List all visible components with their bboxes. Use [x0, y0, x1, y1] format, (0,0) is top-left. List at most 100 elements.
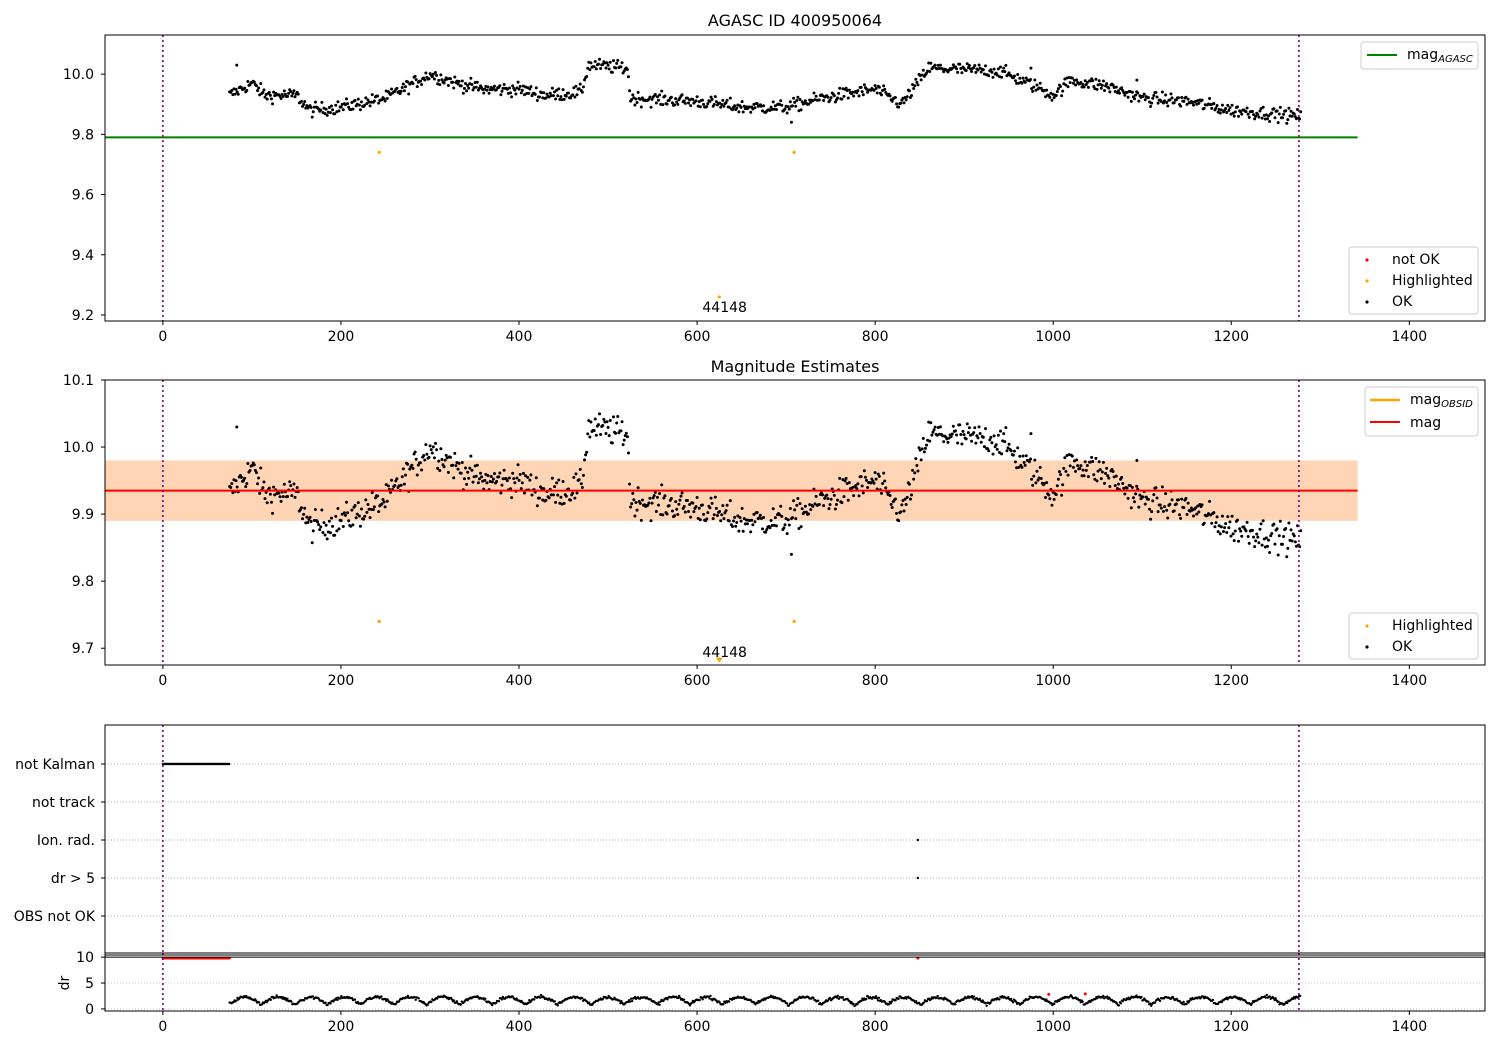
ok-point [1250, 528, 1254, 532]
ok-point [749, 110, 753, 114]
ok-point [575, 93, 579, 97]
ok-point [1155, 496, 1159, 500]
ok-point [719, 105, 723, 109]
ok-point [1259, 107, 1263, 111]
ok-point [955, 433, 959, 437]
ok-point [309, 519, 313, 523]
ok-point [1086, 85, 1090, 89]
ok-point [1273, 116, 1277, 120]
ok-point [1097, 460, 1101, 464]
ok-point [578, 82, 582, 86]
ok-point [442, 465, 446, 469]
ok-point [1200, 503, 1204, 507]
ok-point [279, 97, 283, 101]
ok-point [787, 107, 791, 111]
ok-point [938, 63, 942, 67]
ok-point [921, 68, 925, 72]
ok-point [740, 506, 744, 510]
ok-point [327, 519, 331, 523]
ok-point [953, 429, 957, 433]
ok-point [800, 507, 804, 511]
ok-point [1202, 521, 1206, 525]
ok-point [1085, 464, 1089, 468]
ok-point [624, 431, 628, 435]
ok-point [1194, 506, 1198, 510]
dr-point [452, 999, 456, 1002]
ok-point [583, 458, 587, 462]
ok-point [414, 457, 418, 461]
ok-point [800, 100, 804, 104]
dr-point [817, 999, 820, 1002]
ok-point [1136, 91, 1140, 95]
ok-point [782, 526, 786, 530]
dr-point [698, 998, 701, 1002]
p4-ytick-label: 0 [85, 1002, 94, 1018]
ok-point [1086, 475, 1090, 479]
ok-point [1277, 112, 1281, 116]
p1-ytick-label: 9.6 [72, 188, 94, 204]
ok-point [1196, 504, 1200, 508]
ok-point [610, 441, 614, 445]
ok-point [1081, 82, 1085, 86]
ok-point [235, 485, 239, 489]
ok-point [1024, 454, 1028, 458]
ok-point [488, 88, 492, 92]
ok-point [453, 451, 457, 455]
ok-point [430, 451, 434, 455]
ok-point [1226, 103, 1230, 107]
ok-point [589, 61, 593, 65]
ok-point [722, 517, 726, 521]
ok-point [327, 105, 331, 109]
ok-point [410, 463, 414, 467]
ok-point [779, 504, 783, 508]
ok-point [1182, 99, 1186, 103]
ok-point [261, 90, 265, 94]
ok-point [395, 86, 399, 90]
dr-point [812, 996, 815, 999]
ok-point [765, 527, 769, 531]
ok-point [265, 501, 269, 505]
ok-point [859, 475, 863, 479]
p2-xtick-label: 600 [684, 673, 711, 689]
ok-point [290, 94, 294, 98]
ok-point [1095, 87, 1099, 91]
ok-point [922, 450, 926, 454]
ok-point [540, 91, 544, 95]
ok-point [571, 491, 575, 495]
ok-point [841, 478, 845, 482]
ok-point [459, 84, 463, 88]
ok-point [1229, 534, 1233, 538]
ok-point [1258, 527, 1262, 531]
ok-point [302, 512, 306, 516]
dr-point [413, 996, 416, 999]
ok-point [941, 67, 945, 71]
ok-point [951, 424, 955, 428]
ok-point [615, 61, 619, 65]
dr-point [1119, 1002, 1123, 1005]
ok-point [517, 478, 521, 482]
dr-point [785, 1002, 789, 1005]
ok-point [1101, 460, 1105, 464]
ok-point [1178, 513, 1182, 517]
ok-point [607, 67, 611, 71]
ok-point [592, 429, 596, 433]
ok-point [370, 93, 374, 97]
ok-point [384, 483, 388, 487]
ok-point [1252, 535, 1256, 539]
p2-xtick-label: 800 [862, 673, 889, 689]
dr-point [985, 1004, 988, 1007]
ok-point [949, 434, 953, 438]
ok-point [823, 496, 827, 500]
ok-point [457, 79, 461, 83]
ok-point [925, 443, 929, 447]
dr-point [876, 999, 880, 1002]
ok-point [413, 450, 417, 454]
dr-point [984, 1002, 987, 1005]
dr-point [1094, 997, 1097, 1001]
ok-point [1130, 485, 1134, 489]
ok-point [658, 491, 662, 495]
ok-point [1095, 479, 1099, 483]
ok-point [442, 81, 446, 85]
ok-point [307, 517, 311, 521]
ok-point [914, 77, 918, 81]
